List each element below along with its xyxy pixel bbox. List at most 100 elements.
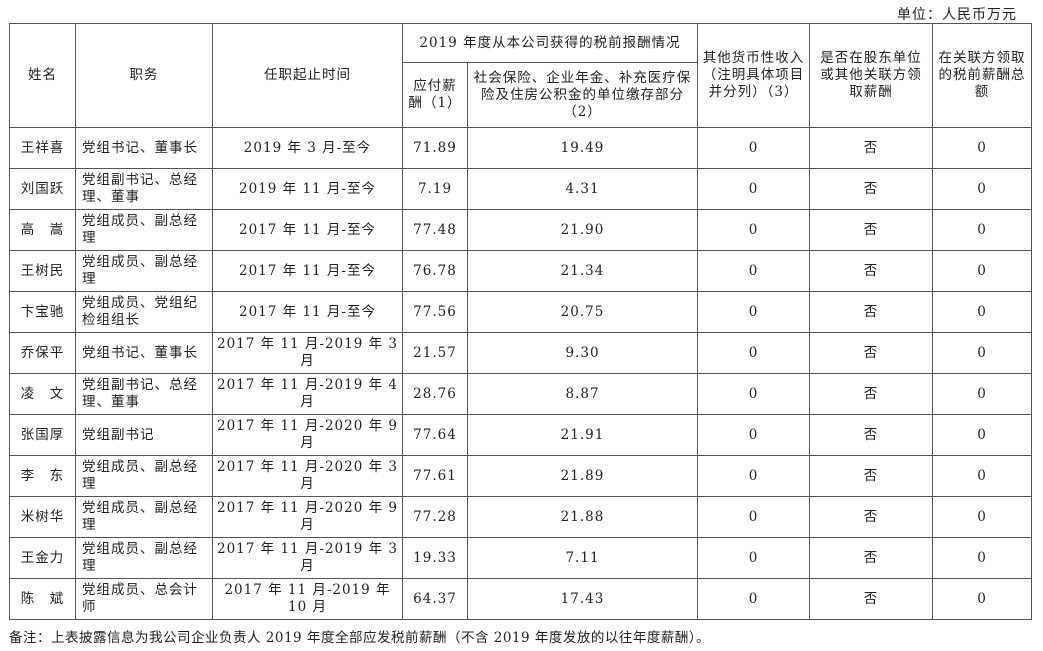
cell-related-total: 0 bbox=[932, 496, 1032, 538]
cell-salary: 76.78 bbox=[402, 250, 468, 292]
cell-insurance: 21.34 bbox=[467, 250, 698, 292]
cell-salary: 21.57 bbox=[402, 332, 468, 374]
cell-insurance: 7.11 bbox=[467, 537, 698, 579]
cell-term: 2017 年 11 月-2019 年 4 月 bbox=[212, 373, 403, 415]
cell-shareholder-paid: 否 bbox=[809, 414, 933, 456]
cell-other-income: 0 bbox=[697, 209, 810, 251]
table-row: 凌 文党组副书记、总经理、董事 2017 年 11 月-2019 年 4 月 28.… bbox=[9, 373, 1032, 415]
cell-term: 2017 年 11 月-2019 年 3 月 bbox=[212, 332, 403, 374]
cell-position: 党组副书记、总经理、董事 bbox=[75, 373, 213, 415]
header-name: 姓名 bbox=[9, 23, 76, 128]
table-row: 陈 斌党组成员、总会计师 2017 年 11 月-2019 年 10 月 64.37… bbox=[9, 578, 1032, 620]
cell-position: 党组书记、董事长 bbox=[75, 127, 213, 169]
table-row: 卞宝驰 党组成员、党组纪检组组长 2017 年 11 月-至今 77.56 20.75 0… bbox=[9, 291, 1032, 333]
header-shareholder-paid: 是否在股东单位或其他关联方领取薪酬 bbox=[809, 23, 933, 128]
cell-term: 2017 年 11 月-至今 bbox=[212, 291, 403, 333]
table-row: 米树华 党组成员、副总经理 2017 年 11 月-2020 年 9 月 77.28 2… bbox=[9, 496, 1032, 538]
cell-name: 王祥喜 bbox=[9, 127, 76, 169]
cell-term: 2017 年 11 月-2019 年 3 月 bbox=[212, 537, 403, 579]
cell-position: 党组成员、副总经理 bbox=[75, 537, 213, 579]
compensation-table: 姓名 职务 任职起止时间 2019 年度从本公司获得的税前报酬情况 其他货币性收… bbox=[9, 23, 1032, 620]
cell-name: 高 嵩 bbox=[9, 209, 76, 251]
header-salary: 应付薪酬（1） bbox=[402, 62, 468, 128]
cell-other-income: 0 bbox=[697, 537, 810, 579]
cell-term: 2017 年 11 月-2020 年 3 月 bbox=[212, 455, 403, 497]
cell-name: 王金力 bbox=[9, 537, 76, 579]
cell-other-income: 0 bbox=[697, 332, 810, 374]
cell-name: 张国厚 bbox=[9, 414, 76, 456]
cell-other-income: 0 bbox=[697, 250, 810, 292]
cell-position: 党组书记、董事长 bbox=[75, 332, 213, 374]
cell-other-income: 0 bbox=[697, 496, 810, 538]
cell-salary: 77.48 bbox=[402, 209, 468, 251]
header-term: 任职起止时间 bbox=[212, 23, 403, 128]
table-row: 张国厚 党组副书记 2017 年 11 月-2020 年 9 月 77.64 21.91… bbox=[9, 414, 1032, 456]
cell-shareholder-paid: 否 bbox=[809, 209, 933, 251]
cell-salary: 77.61 bbox=[402, 455, 468, 497]
cell-position: 党组成员、总会计师 bbox=[75, 578, 213, 620]
cell-term: 2019 年 3 月-至今 bbox=[212, 127, 403, 169]
cell-term: 2017 年 11 月-2020 年 9 月 bbox=[212, 414, 403, 456]
cell-other-income: 0 bbox=[697, 291, 810, 333]
cell-insurance: 8.87 bbox=[467, 373, 698, 415]
cell-other-income: 0 bbox=[697, 578, 810, 620]
cell-position: 党组成员、副总经理 bbox=[75, 209, 213, 251]
header-insurance: 社会保险、企业年金、补充医疗保险及住房公积金的单位缴存部分（2） bbox=[467, 62, 698, 128]
table-row: 王树民 党组成员、副总经理 2017 年 11 月-至今 76.78 21.34 0 否 0 bbox=[9, 250, 1032, 292]
cell-related-total: 0 bbox=[932, 291, 1032, 333]
table-row: 乔保平 党组书记、董事长 2017 年 11 月-2019 年 3 月 21.57 9.… bbox=[9, 332, 1032, 374]
cell-insurance: 19.49 bbox=[467, 127, 698, 169]
cell-insurance: 21.88 bbox=[467, 496, 698, 538]
cell-position: 党组副书记 bbox=[75, 414, 213, 456]
cell-shareholder-paid: 否 bbox=[809, 578, 933, 620]
header-related-total: 在关联方领取的税前薪酬总额 bbox=[932, 23, 1032, 128]
cell-position: 党组副书记、总经理、董事 bbox=[75, 168, 213, 210]
cell-insurance: 17.43 bbox=[467, 578, 698, 620]
cell-term: 2017 年 11 月-至今 bbox=[212, 209, 403, 251]
cell-insurance: 20.75 bbox=[467, 291, 698, 333]
cell-insurance: 21.90 bbox=[467, 209, 698, 251]
cell-related-total: 0 bbox=[932, 578, 1032, 620]
cell-salary: 7.19 bbox=[402, 168, 468, 210]
cell-salary: 77.56 bbox=[402, 291, 468, 333]
unit-label: 单位：人民币万元 bbox=[897, 7, 1017, 23]
cell-position: 党组成员、副总经理 bbox=[75, 496, 213, 538]
cell-salary: 77.64 bbox=[402, 414, 468, 456]
cell-shareholder-paid: 否 bbox=[809, 373, 933, 415]
cell-insurance: 21.91 bbox=[467, 414, 698, 456]
cell-insurance: 21.89 bbox=[467, 455, 698, 497]
cell-shareholder-paid: 否 bbox=[809, 250, 933, 292]
cell-shareholder-paid: 否 bbox=[809, 291, 933, 333]
footnote: 备注：上表披露信息为我公司企业负责人 2019 年度全部应发税前薪酬（不含 20… bbox=[9, 630, 711, 646]
cell-insurance: 4.31 bbox=[467, 168, 698, 210]
cell-other-income: 0 bbox=[697, 455, 810, 497]
table-row: 李 东党组成员、副总经理 2017 年 11 月-2020 年 3 月 77.61 2… bbox=[9, 455, 1032, 497]
cell-term: 2017 年 11 月-2019 年 10 月 bbox=[212, 578, 403, 620]
cell-other-income: 0 bbox=[697, 373, 810, 415]
cell-salary: 71.89 bbox=[402, 127, 468, 169]
cell-related-total: 0 bbox=[932, 455, 1032, 497]
cell-related-total: 0 bbox=[932, 209, 1032, 251]
cell-other-income: 0 bbox=[697, 414, 810, 456]
cell-name: 王树民 bbox=[9, 250, 76, 292]
cell-related-total: 0 bbox=[932, 127, 1032, 169]
cell-shareholder-paid: 否 bbox=[809, 332, 933, 374]
cell-name: 李 东 bbox=[9, 455, 76, 497]
cell-position: 党组成员、党组纪检组组长 bbox=[75, 291, 213, 333]
cell-position: 党组成员、副总经理 bbox=[75, 455, 213, 497]
cell-name: 卞宝驰 bbox=[9, 291, 76, 333]
cell-other-income: 0 bbox=[697, 127, 810, 169]
cell-salary: 77.28 bbox=[402, 496, 468, 538]
cell-shareholder-paid: 否 bbox=[809, 496, 933, 538]
table-row: 王祥喜 党组书记、董事长 2019 年 3 月-至今 71.89 19.49 0 否 0 bbox=[9, 127, 1032, 169]
cell-related-total: 0 bbox=[932, 250, 1032, 292]
cell-related-total: 0 bbox=[932, 168, 1032, 210]
cell-term: 2017 年 11 月-2020 年 9 月 bbox=[212, 496, 403, 538]
cell-related-total: 0 bbox=[932, 332, 1032, 374]
table-row: 王金力 党组成员、副总经理 2017 年 11 月-2019 年 3 月 19.33 7… bbox=[9, 537, 1032, 579]
cell-name: 陈 斌 bbox=[9, 578, 76, 620]
cell-name: 刘国跃 bbox=[9, 168, 76, 210]
cell-name: 乔保平 bbox=[9, 332, 76, 374]
cell-salary: 28.76 bbox=[402, 373, 468, 415]
cell-position: 党组成员、副总经理 bbox=[75, 250, 213, 292]
